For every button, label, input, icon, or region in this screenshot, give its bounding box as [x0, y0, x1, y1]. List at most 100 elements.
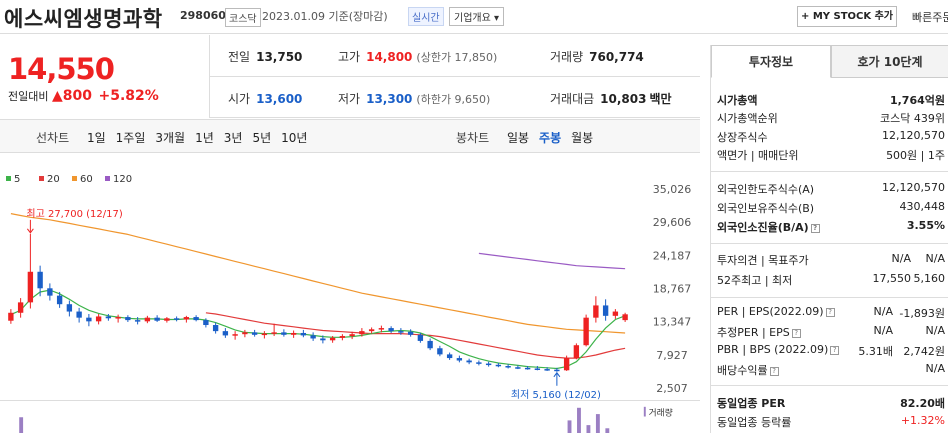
candle-chart-tabs: 봉차트 일봉 주봉 월봉 [456, 129, 603, 146]
stock-header: 에스씨엠생명과학 298060 코스닥 2023.01.09 기준(장마감) 실… [0, 0, 948, 34]
live-button[interactable]: 실시간 [408, 7, 444, 26]
candle-body [417, 334, 424, 341]
divider [711, 243, 948, 244]
tab-invest-info[interactable]: 투자정보 [711, 45, 831, 78]
candle-body [427, 340, 433, 349]
quick-order-link[interactable]: 빠른주문 [912, 11, 948, 24]
candle-body [339, 336, 346, 338]
tab-line-6[interactable]: 10년 [281, 131, 308, 145]
y-tick-label: 13,347 [653, 316, 692, 329]
legend-swatch-60 [72, 176, 77, 181]
divider [711, 297, 948, 298]
candle-body [407, 331, 414, 335]
foreign-rate-row: 외국인소진율(B/A)? 3.55% [717, 219, 945, 234]
add-mystock-button[interactable]: + MY STOCK 추가 [797, 6, 897, 27]
shares-row: 상장주식수 12,120,570 [717, 129, 945, 144]
candle-body [134, 320, 141, 322]
candle-body [115, 317, 121, 319]
market-cap-rank-row: 시가총액순위 코스닥 439위 [717, 112, 945, 125]
market-badge: 코스닥 [225, 8, 261, 27]
candle-body [602, 305, 609, 316]
candle-body [251, 332, 258, 335]
ma20-line [205, 312, 626, 359]
metrics-row-2: 시가 13,600 저가 13,300 (하한가 9,650) 거래대금 10,803 백… [210, 77, 700, 119]
candle-body [359, 331, 365, 335]
candle-body [76, 311, 82, 318]
low-price: 저가 13,300 (하한가 9,650) [338, 92, 491, 106]
sector-change-row: 동일업종 등락률 +1.32% [717, 414, 945, 429]
max-arrow-head [26, 228, 34, 234]
candle-body [290, 332, 297, 335]
tab-candle-0[interactable]: 일봉 [506, 131, 530, 145]
candle-body [271, 332, 277, 334]
price-summary: 14,550 전일대비 ▲800 +5.82% [0, 35, 210, 118]
candle-body [183, 317, 190, 320]
current-price: 14,550 [8, 52, 115, 86]
per-row: PER | EPS(2022.09)? N/A -1,893원 [717, 305, 945, 320]
candle-body [544, 369, 550, 371]
metrics-row-1: 전일 13,750 고가 14,800 (상한가 17,850) 거래량 760,774 [210, 35, 700, 77]
candle-body [212, 325, 219, 332]
tab-line-1[interactable]: 1주일 [115, 131, 146, 145]
opinion-row: 투자의견 | 목표주가 N/A N/A [717, 252, 945, 267]
tab-line-4[interactable]: 3년 [223, 131, 243, 145]
volume-bar [577, 407, 581, 433]
tab-line-3[interactable]: 1년 [195, 131, 214, 145]
legend-label-5: 5 [14, 174, 20, 185]
info-icon[interactable]: ? [830, 346, 840, 355]
candle-body [456, 358, 463, 361]
candle-body [622, 314, 628, 321]
candle-body [86, 317, 92, 322]
info-icon[interactable]: ? [825, 308, 835, 317]
legend-swatch-120 [105, 176, 110, 181]
candle-body [612, 311, 619, 316]
tab-line-2[interactable]: 3개월 [155, 131, 186, 145]
info-icon[interactable]: ? [791, 329, 801, 338]
candle-body [261, 333, 268, 336]
info-icon[interactable]: ? [769, 367, 779, 376]
volume-bar [567, 420, 572, 433]
invest-info-panel: 투자정보 호가 10단계 시가총액 1,764억원 시가총액순위 코스닥 439… [710, 45, 948, 433]
tab-orderbook[interactable]: 호가 10단계 [831, 45, 948, 78]
week52-row: 52주최고 | 최저 17,550 5,160 [717, 272, 945, 287]
divider [711, 385, 948, 386]
y-tick-label: 24,187 [653, 249, 692, 262]
tab-line-0[interactable]: 1일 [86, 131, 106, 145]
foreign-hold-row: 외국인보유주식수(B) 430,448 [717, 200, 945, 215]
candle-body [466, 360, 472, 363]
change-label: 전일대비 [8, 90, 49, 103]
candle-body [125, 317, 131, 321]
min-arrow-head [553, 371, 561, 378]
open-price: 시가 13,600 [228, 92, 303, 106]
sector-per-row: 동일업종 PER 82.20배 [717, 397, 945, 410]
company-overview-dropdown[interactable]: 기업개요 ▾ [449, 7, 504, 26]
candle-body [495, 364, 502, 367]
volume-chart: 거래량 [0, 400, 700, 433]
candle-body [583, 317, 589, 346]
high-price: 고가 14,800 (상한가 17,850) [338, 50, 498, 64]
line-chart-tabs: 선차트 1일 1주일 3개월 1년 3년 5년 10년 [36, 129, 317, 146]
volume-bar [605, 428, 610, 433]
tab-candle-1[interactable]: 주봉 [539, 131, 562, 145]
candle-body [56, 295, 63, 305]
candle-body [534, 368, 541, 370]
candle-body [446, 354, 453, 359]
line-chart-head: 선차트 [36, 131, 70, 145]
ma5-line [10, 289, 626, 370]
candle-body [232, 334, 238, 336]
candle-body [47, 288, 53, 296]
volume-bar [595, 414, 600, 433]
tab-line-5[interactable]: 5년 [252, 131, 272, 145]
legend-swatch-20 [39, 176, 44, 181]
y-tick-label: 2,507 [656, 382, 688, 395]
candle-body [437, 348, 443, 355]
tab-candle-2[interactable]: 월봉 [571, 131, 594, 145]
candle-body [66, 304, 73, 312]
y-tick-label: 35,026 [653, 183, 692, 196]
candle-body [563, 358, 570, 371]
chart-period-tabs: 선차트 1일 1주일 3개월 1년 3년 5년 10년 봉차트 일봉 주봉 월봉 [0, 119, 700, 153]
candle-body [300, 332, 307, 336]
info-icon[interactable]: ? [810, 224, 820, 233]
volume-legend-label: 거래량 [649, 407, 673, 419]
ma120-line [478, 252, 626, 270]
